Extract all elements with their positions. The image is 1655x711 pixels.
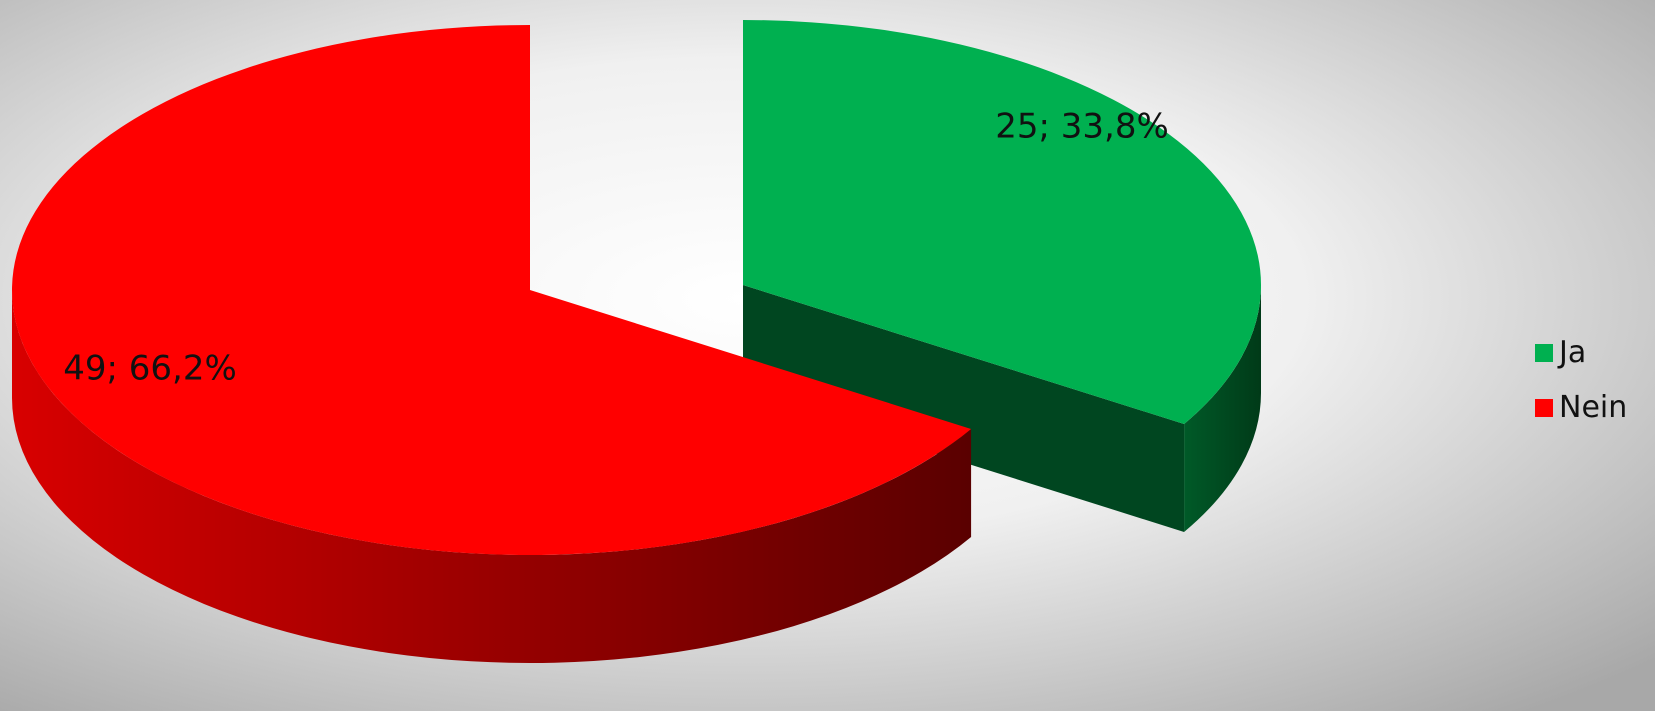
data-label-nein: 49; 66,2% (63, 349, 237, 389)
slice-side-nein (12, 290, 972, 663)
slice-side-ja (1184, 285, 1261, 532)
legend-swatch-nein (1535, 398, 1553, 417)
data-label-ja: 25; 33,8% (995, 107, 1169, 147)
legend-item-nein: Nein (1535, 380, 1627, 435)
legend-label-nein: Nein (1559, 390, 1628, 425)
slice-ja (743, 20, 1261, 424)
slice-face-end-ja (743, 285, 1185, 532)
legend-swatch-ja (1535, 343, 1553, 362)
legend: Ja Nein (1535, 325, 1627, 435)
legend-label-ja: Ja (1559, 335, 1587, 370)
legend-item-ja: Ja (1535, 325, 1627, 380)
slice-nein (12, 25, 972, 555)
